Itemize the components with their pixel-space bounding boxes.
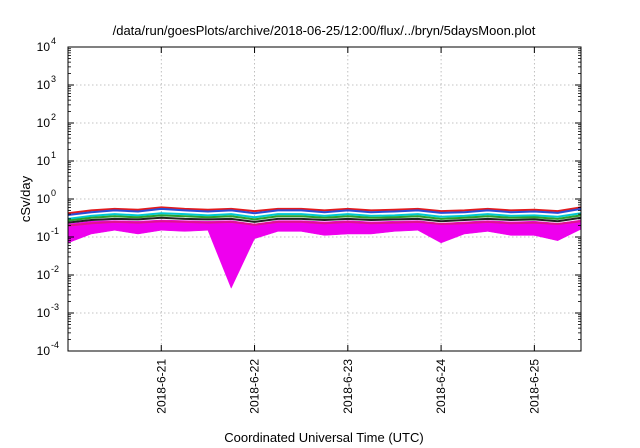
series-line-0 <box>67 206 582 215</box>
y-tick-label: 10 <box>37 78 51 92</box>
y-tick-exponent: -3 <box>51 302 59 312</box>
series-line-4 <box>67 216 582 224</box>
plot-area <box>67 206 582 289</box>
series-line-3 <box>67 214 582 222</box>
y-tick-label: 10 <box>37 40 51 54</box>
x-axis-ticks: 2018-6-21 2018-6-22 2018-6-23 2018-6-24 2018… <box>154 47 541 414</box>
x-tick-label: 2018-6-22 <box>248 359 262 414</box>
y-tick-label: 10 <box>37 344 51 358</box>
x-tick-label: 2018-6-21 <box>154 359 168 414</box>
series-line-2 <box>67 212 582 220</box>
y-tick-exponent: 0 <box>51 188 56 198</box>
y-tick-label: 10 <box>37 230 51 244</box>
y-tick-exponent: 4 <box>51 36 56 46</box>
y-tick-label: 10 <box>37 192 51 206</box>
y-tick-exponent: 1 <box>51 150 56 160</box>
grid <box>68 47 581 351</box>
y-tick-exponent: -2 <box>51 264 59 274</box>
x-tick-label: 2018-6-23 <box>341 359 355 414</box>
x-tick-label: 2018-6-24 <box>434 359 448 414</box>
y-tick-exponent: -4 <box>51 340 59 350</box>
x-axis-label: Coordinated Universal Time (UTC) <box>224 430 423 445</box>
chart-title: /data/run/goesPlots/archive/2018-06-25/1… <box>113 23 536 38</box>
x-tick-label: 2018-6-25 <box>527 359 541 414</box>
y-tick-label: 10 <box>37 306 51 320</box>
series-line-1 <box>67 207 582 216</box>
y-tick-label: 10 <box>37 116 51 130</box>
y-tick-exponent: 2 <box>51 112 56 122</box>
y-tick-exponent: 3 <box>51 74 56 84</box>
y-tick-label: 10 <box>37 154 51 168</box>
y-tick-label: 10 <box>37 268 51 282</box>
y-axis-label: cSv/day <box>18 175 33 222</box>
y-tick-exponent: -1 <box>51 226 59 236</box>
series-line-5 <box>67 220 582 227</box>
magenta-band <box>67 219 582 289</box>
